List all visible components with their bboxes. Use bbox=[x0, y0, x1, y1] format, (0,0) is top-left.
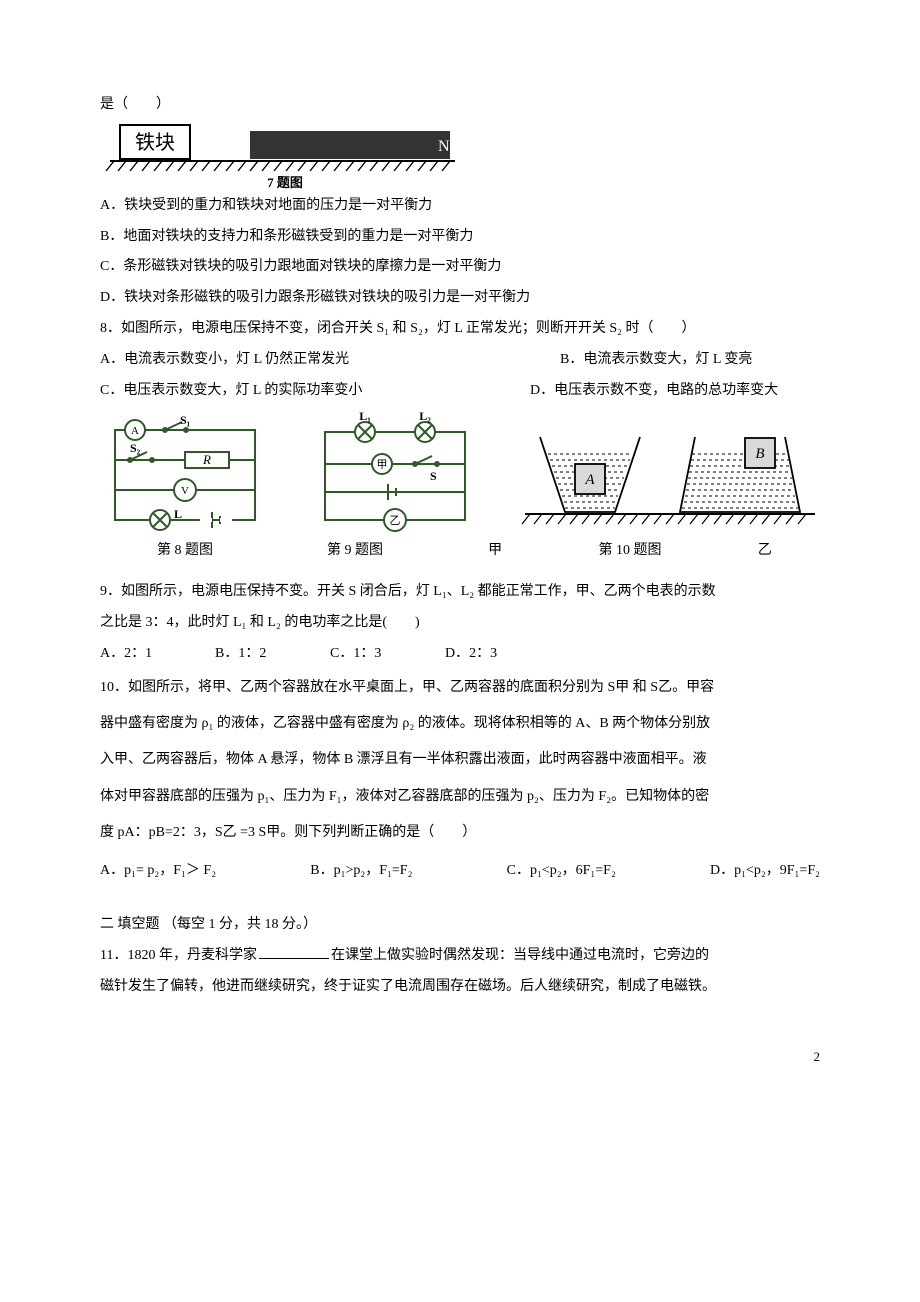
caption-10-right: 乙 bbox=[758, 536, 772, 567]
q9-stem1: 9．如图所示，电源电压保持不变。开关 S 闭合后，灯 L₁、L₂ 都能正常工作，… bbox=[100, 577, 820, 608]
l-label: L bbox=[174, 507, 182, 521]
q7-figure: 铁块 N 7 题图 bbox=[100, 121, 820, 191]
q8-figure: A S₁ S₂ R V L bbox=[100, 412, 270, 532]
block-a-label: A bbox=[584, 472, 595, 488]
q9-options: A．2：1 B．1：2 C．1：3 D．2：3 bbox=[100, 639, 560, 670]
block-b-label: B bbox=[755, 446, 764, 462]
q8-optC: C．电压表示数变大，灯 L 的实际功率变小 bbox=[100, 376, 362, 407]
q9-optC: C．1：3 bbox=[330, 639, 445, 670]
q7-stem-tail: 是（ ） bbox=[100, 90, 820, 121]
figures-row: A S₁ S₂ R V L L₁ L₂ 甲 S bbox=[100, 412, 820, 532]
q7-optB: B．地面对铁块的支持力和条形磁铁受到的重力是一对平衡力 bbox=[100, 222, 820, 253]
voltmeter-label: V bbox=[181, 485, 189, 497]
exam-page: { "q7": { "stem_tail": "是（ ）", "fig": { … bbox=[0, 0, 920, 1111]
caption-9: 第 9 题图 bbox=[270, 536, 440, 567]
q10-stem1: 10．如图所示，将甲、乙两个容器放在水平桌面上，甲、乙两容器的底面积分别为 S甲… bbox=[100, 670, 820, 706]
ammeter-label: A bbox=[131, 425, 139, 437]
q10-optD: D．p₁<p₂，9F₁=F₂ bbox=[710, 856, 820, 887]
caption-10-left: 甲 bbox=[488, 536, 502, 567]
q10-stem2: 器中盛有密度为 ρ₁ 的液体，乙容器中盛有密度为 ρ₂ 的液体。现将体积相等的 … bbox=[100, 706, 820, 742]
q7-fig-caption: 7 题图 bbox=[267, 175, 303, 190]
q11-line1: 11．1820 年，丹麦科学家 在课堂上做实验时偶然发现：当导线中通过电流时，它旁… bbox=[100, 941, 820, 972]
q10-stem3: 入甲、乙两容器后，物体 A 悬浮，物体 B 漂浮且有一半体积露出液面，此时两容器… bbox=[100, 742, 820, 778]
s1-label: S₁ bbox=[180, 413, 191, 427]
l2-label: L₂ bbox=[419, 412, 431, 423]
q8-optB: B．电流表示数变大，灯 L 变亮 bbox=[560, 345, 820, 376]
q7-optC: C．条形磁铁对铁块的吸引力跟地面对铁块的摩擦力是一对平衡力 bbox=[100, 252, 820, 283]
jia-label: 甲 bbox=[377, 459, 388, 471]
section-2-title: 二 填空题 （每空 1 分，共 18 分。） bbox=[100, 910, 820, 941]
s2-label: S₂ bbox=[130, 441, 141, 455]
q11-blank bbox=[259, 944, 329, 959]
q8-line1: A．电流表示数变小，灯 L 仍然正常发光 B．电流表示数变大，灯 L 变亮 bbox=[100, 345, 820, 376]
q10-optB: B．p₁>p₂，F₁=F₂ bbox=[310, 856, 412, 887]
q8-stem: 8．如图所示，电源电压保持不变，闭合开关 S₁ 和 S₂，灯 L 正常发光；则断… bbox=[100, 314, 820, 345]
q11-part2: 在课堂上做实验时偶然发现：当导线中通过电流时，它旁边的 bbox=[331, 948, 709, 963]
q9-optD: D．2：3 bbox=[445, 639, 560, 670]
q9-stem2: 之比是 3：4，此时灯 L₁ 和 L₂ 的电功率之比是( ) bbox=[100, 608, 820, 639]
q11-part1: 11．1820 年，丹麦科学家 bbox=[100, 948, 257, 963]
q8-optD: D．电压表示数不变，电路的总功率变大 bbox=[530, 376, 820, 407]
q9-figure: L₁ L₂ 甲 S 乙 bbox=[310, 412, 480, 532]
iron-label: 铁块 bbox=[135, 131, 175, 154]
l1-label: L₁ bbox=[359, 412, 371, 423]
fig-captions: 第 8 题图 第 9 题图 甲 第 10 题图 乙 bbox=[100, 536, 820, 567]
q10-options: A．p₁= p₂，F₁＞ F₂ B．p₁>p₂，F₁=F₂ C．p₁<p₂，6F… bbox=[100, 856, 820, 887]
q11-line2: 磁针发生了偏转，他进而继续研究，终于证实了电流周围存在磁场。后人继续研究，制成了… bbox=[100, 972, 820, 1003]
q7-svg: 铁块 N 7 题图 bbox=[100, 121, 460, 191]
q9-optB: B．1：2 bbox=[215, 639, 330, 670]
q8-optA: A．电流表示数变小，灯 L 仍然正常发光 bbox=[100, 345, 349, 376]
q7-optA: A．铁块受到的重力和铁块对地面的压力是一对平衡力 bbox=[100, 191, 820, 222]
q7-optD: D．铁块对条形磁铁的吸引力跟条形磁铁对铁块的吸引力是一对平衡力 bbox=[100, 283, 820, 314]
magnet-N: N bbox=[438, 138, 450, 155]
s-label: S bbox=[430, 469, 437, 483]
q10-optC: C．p₁<p₂，6F₁=F₂ bbox=[507, 856, 616, 887]
q10-stem5: 度 pA：pB=2：3，S乙 =3 S甲。则下列判断正确的是（ ） bbox=[100, 815, 820, 851]
q8-line2: C．电压表示数变大，灯 L 的实际功率变小 D．电压表示数不变，电路的总功率变大 bbox=[100, 376, 820, 407]
page-number: 2 bbox=[100, 1043, 820, 1072]
r-label: R bbox=[202, 452, 211, 467]
q9-optA: A．2：1 bbox=[100, 639, 215, 670]
yi-label: 乙 bbox=[390, 514, 401, 527]
q10-stem4: 体对甲容器底部的压强为 p₁、压力为 F₁，液体对乙容器底部的压强为 p₂、压力… bbox=[100, 779, 820, 815]
q10-figure: A B bbox=[520, 422, 820, 532]
q10-optA: A．p₁= p₂，F₁＞ F₂ bbox=[100, 856, 216, 887]
caption-8: 第 8 题图 bbox=[100, 536, 270, 567]
caption-10-mid: 第 10 题图 bbox=[598, 536, 661, 567]
